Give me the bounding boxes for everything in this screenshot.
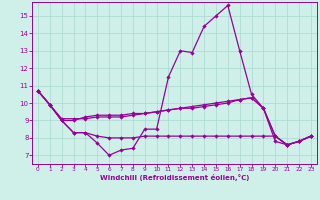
X-axis label: Windchill (Refroidissement éolien,°C): Windchill (Refroidissement éolien,°C) xyxy=(100,174,249,181)
